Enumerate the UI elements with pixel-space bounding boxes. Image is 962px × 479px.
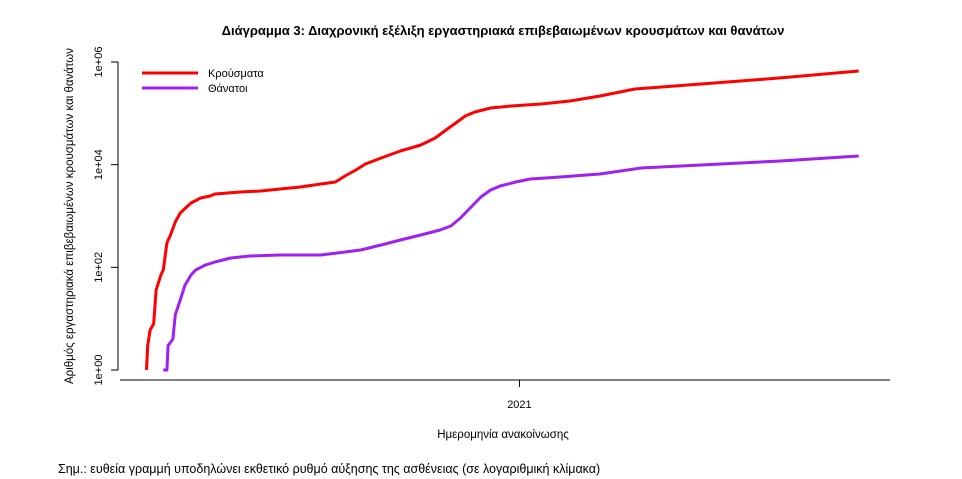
legend-label: Κρούσματα	[208, 68, 264, 80]
x-axis-label: Ημερομηνία ανακοίνωσης	[437, 429, 569, 441]
y-axis-label: Αριθμός εργαστηριακά επιβεβαιωμένων κρου…	[64, 48, 76, 384]
axes: 1e+00 1e+02 1e+04 1e+06 2021	[93, 47, 890, 411]
chart-title: Διάγραμμα 3: Διαχρονική εξέλιξη εργαστηρ…	[222, 23, 785, 38]
y-tick-label: 1e+04	[93, 149, 105, 180]
y-tick-label: 1e+06	[93, 47, 105, 78]
y-tick-label: 1e+02	[93, 252, 105, 283]
y-tick-label: 1e+00	[93, 355, 105, 386]
series-line-0	[145, 69, 859, 371]
legend: Κρούσματα Θάνατοι	[142, 68, 264, 95]
series-line-1	[163, 154, 859, 372]
footnote: Σημ.: ευθεία γραμμή υποδηλώνει εκθετικό …	[58, 462, 600, 476]
legend-label: Θάνατοι	[208, 83, 248, 95]
x-tick-label: 2021	[507, 399, 531, 411]
series-lines	[145, 69, 859, 372]
